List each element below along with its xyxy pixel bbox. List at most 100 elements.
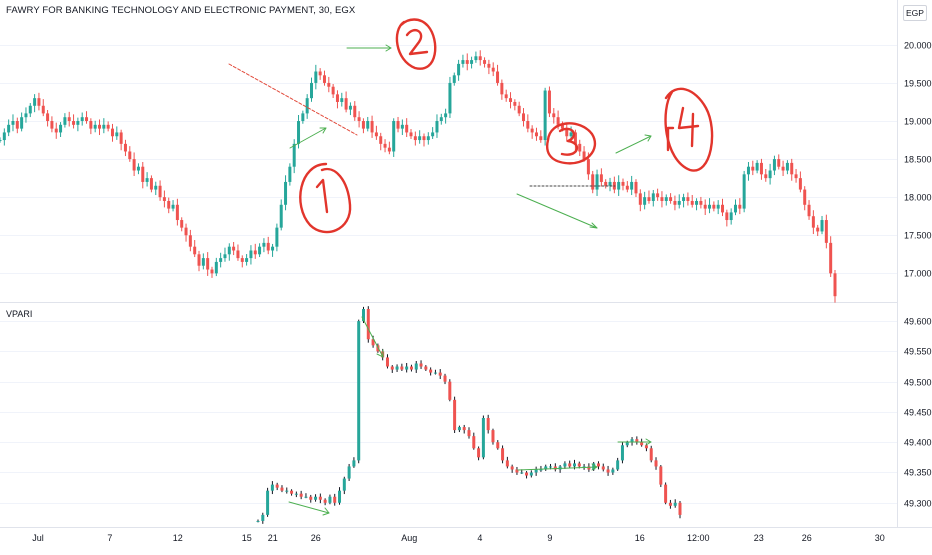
candle-body [824, 220, 828, 243]
circled-number-3 [546, 122, 597, 165]
candle-body [409, 132, 413, 137]
candle-body [67, 117, 71, 122]
candle-body [280, 487, 284, 491]
candle-body [335, 94, 339, 102]
candle-body [128, 151, 132, 160]
candle-body [794, 174, 798, 179]
candle-body [292, 143, 296, 167]
candle-body [721, 204, 725, 213]
candle-body [422, 136, 426, 141]
candle-body [305, 98, 309, 114]
candle-body [171, 204, 175, 209]
candle-body [400, 366, 404, 370]
candle-body [496, 71, 500, 83]
candle-body [686, 197, 690, 201]
candle-body [266, 242, 270, 251]
candle-body [352, 460, 356, 467]
green-arrow-ind-2 [361, 316, 384, 358]
time-axis[interactable]: Jul 7 12 15 21 26 Aug 4 9 16 12:00 23 26 30 [32, 533, 885, 543]
indicator-title[interactable]: VPARI [6, 309, 33, 319]
candle-body [470, 60, 474, 64]
candle-body [530, 128, 534, 133]
candle-body [611, 469, 615, 473]
candle-body [262, 242, 266, 247]
candle-body [290, 490, 294, 494]
candle-body [716, 204, 720, 209]
candle-body [433, 372, 437, 374]
candle-body [266, 490, 270, 515]
candle-body [573, 463, 576, 467]
candle-body [395, 366, 399, 370]
price-tick-label: 17.500 [904, 231, 932, 241]
candle-body [751, 166, 755, 171]
symbol-title[interactable]: FAWRY FOR BANKING TECHNOLOGY AND ELECTRO… [6, 5, 356, 16]
candle-body [385, 357, 389, 367]
candle-body [0, 140, 2, 142]
candle-body [331, 86, 335, 95]
price-tick-label: 18.500 [904, 155, 932, 165]
candle-body [318, 496, 322, 500]
candle-body [80, 117, 84, 122]
candle-body [678, 502, 682, 515]
candle-body [486, 418, 490, 431]
candle-body [323, 499, 327, 503]
candle-body [201, 258, 205, 266]
candle-body [338, 490, 342, 503]
candle-body [227, 246, 231, 255]
candle-body [123, 143, 127, 152]
price-tick-label: 49.350 [904, 468, 932, 478]
candle-body [790, 162, 794, 175]
candle-body [504, 94, 508, 99]
candle-body [510, 466, 514, 470]
candle-body [587, 466, 591, 470]
circled-number-4 [664, 87, 714, 172]
candle-body [223, 254, 227, 259]
candle-body [20, 117, 24, 129]
candle-body [526, 121, 530, 129]
candle-body [625, 185, 629, 190]
candle-body [467, 430, 471, 437]
candle-body [677, 200, 681, 205]
candle-body [578, 143, 582, 152]
candle-body [426, 136, 430, 141]
candle-body [477, 448, 481, 458]
candle-body [197, 254, 201, 266]
candle-body [448, 381, 452, 400]
candle-body [647, 197, 651, 201]
time-tick-label: 12:00 [687, 533, 710, 543]
candle-body [46, 113, 50, 122]
candle-body [807, 204, 811, 217]
candle-body [643, 197, 647, 205]
candle-body [549, 466, 553, 468]
price-tick-label: 49.500 [904, 378, 932, 388]
circled-number-2 [395, 18, 437, 70]
price-tick-label: 19.000 [904, 117, 932, 127]
price-tick-label: 49.550 [904, 347, 932, 357]
candle-body [803, 189, 807, 205]
time-tick-label: 26 [311, 533, 321, 543]
candle-body [673, 200, 677, 205]
currency-badge[interactable]: EGP [903, 5, 927, 21]
candle-body [145, 178, 149, 182]
candle-body [41, 105, 45, 114]
candle-body [347, 466, 351, 479]
candle-body [452, 75, 456, 83]
time-tick-label: Jul [32, 533, 44, 543]
candle-body [405, 366, 409, 370]
candle-body [396, 121, 400, 129]
main-candles [0, 50, 837, 303]
candle-body [106, 124, 110, 129]
candle-body [301, 113, 305, 122]
main-price-axis[interactable]: 20.000 19.500 19.000 18.500 18.000 17.500 17.0… [904, 41, 932, 279]
candle-body [582, 466, 586, 468]
candle-body [376, 345, 380, 352]
candle-body [487, 63, 491, 68]
indicator-price-axis[interactable]: 49.600 49.550 49.500 49.450 49.400 49.350 49.3… [904, 317, 932, 509]
candle-body [738, 204, 742, 209]
candle-body [746, 166, 750, 175]
candle-body [608, 181, 612, 186]
candle-body [219, 258, 223, 262]
candle-body [37, 98, 41, 106]
